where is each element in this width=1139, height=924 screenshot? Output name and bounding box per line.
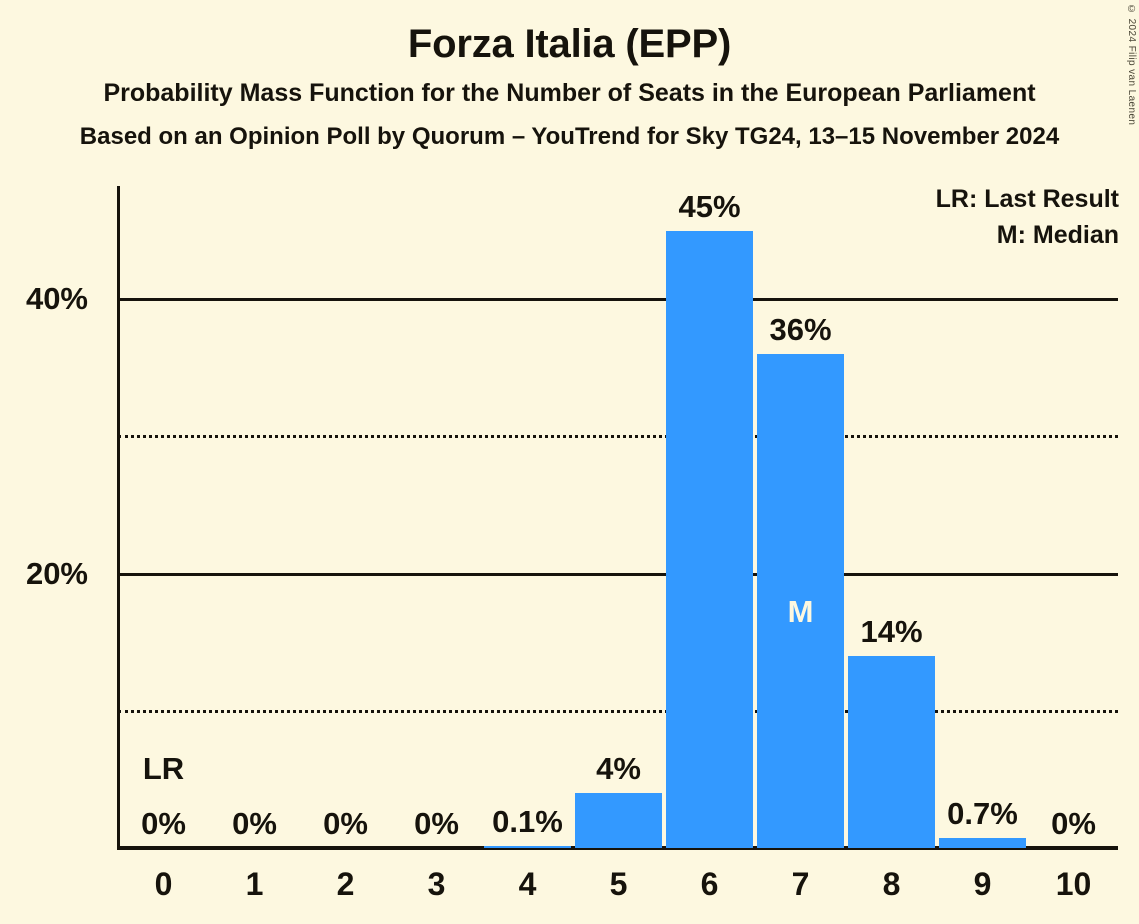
bar [848,655,935,848]
legend-median: M: Median [996,220,1119,249]
bar-value-label: 0% [414,806,459,841]
bar-value-label: 36% [769,312,832,348]
gridline-30 [118,435,1118,439]
bar-value-label: 4% [596,751,641,787]
legend-last-result: LR: Last Result [935,185,1119,213]
bar [575,793,662,848]
bar-value-label: 0.7% [947,796,1018,832]
x-tick-label: 1 [245,866,264,902]
x-tick-label: 7 [791,866,810,902]
bar-value-label: 45% [678,188,741,224]
bar-value-label: 0% [323,806,368,841]
bar [939,838,1026,848]
marker-m: M [787,594,814,629]
chart-source: Based on an Opinion Poll by Quorum – You… [79,122,1060,150]
x-tick-label: 4 [518,866,537,902]
copyright-notice: © 2024 Filip van Laenen [1126,4,1137,126]
x-tick-label: 0 [154,866,173,902]
x-axis-line [117,846,1118,850]
y-axis-line [117,186,120,850]
x-tick-label: 10 [1055,866,1092,902]
y-tick-label: 40% [25,281,88,317]
marker-lr: LR [142,751,185,786]
bar-value-label: 0% [1051,806,1096,841]
x-tick-label: 8 [882,866,901,902]
chart-subtitle: Probability Mass Function for the Number… [103,79,1036,107]
y-tick-label: 20% [25,555,88,591]
title-block: Forza Italia (EPP) Probability Mass Func… [0,0,1139,150]
bar-value-label: 0% [232,806,277,841]
x-tick-label: 3 [427,866,446,902]
x-tick-label: 6 [700,866,719,902]
legend: LR: Last Result M: Median [936,182,1119,253]
bar-value-label: 0.1% [492,804,563,839]
x-tick-label: 5 [609,866,628,902]
x-tick-label: 9 [973,866,992,902]
chart-title: Forza Italia (EPP) [407,22,732,66]
bar [757,354,844,848]
gridline-40 [118,298,1118,302]
bar [666,230,753,848]
bar-value-label: 0% [141,806,186,841]
x-tick-label: 2 [336,866,355,902]
bar [484,846,571,848]
gridline-20 [118,572,1118,576]
gridline-10 [118,709,1118,713]
bar-value-label: 14% [860,613,923,649]
